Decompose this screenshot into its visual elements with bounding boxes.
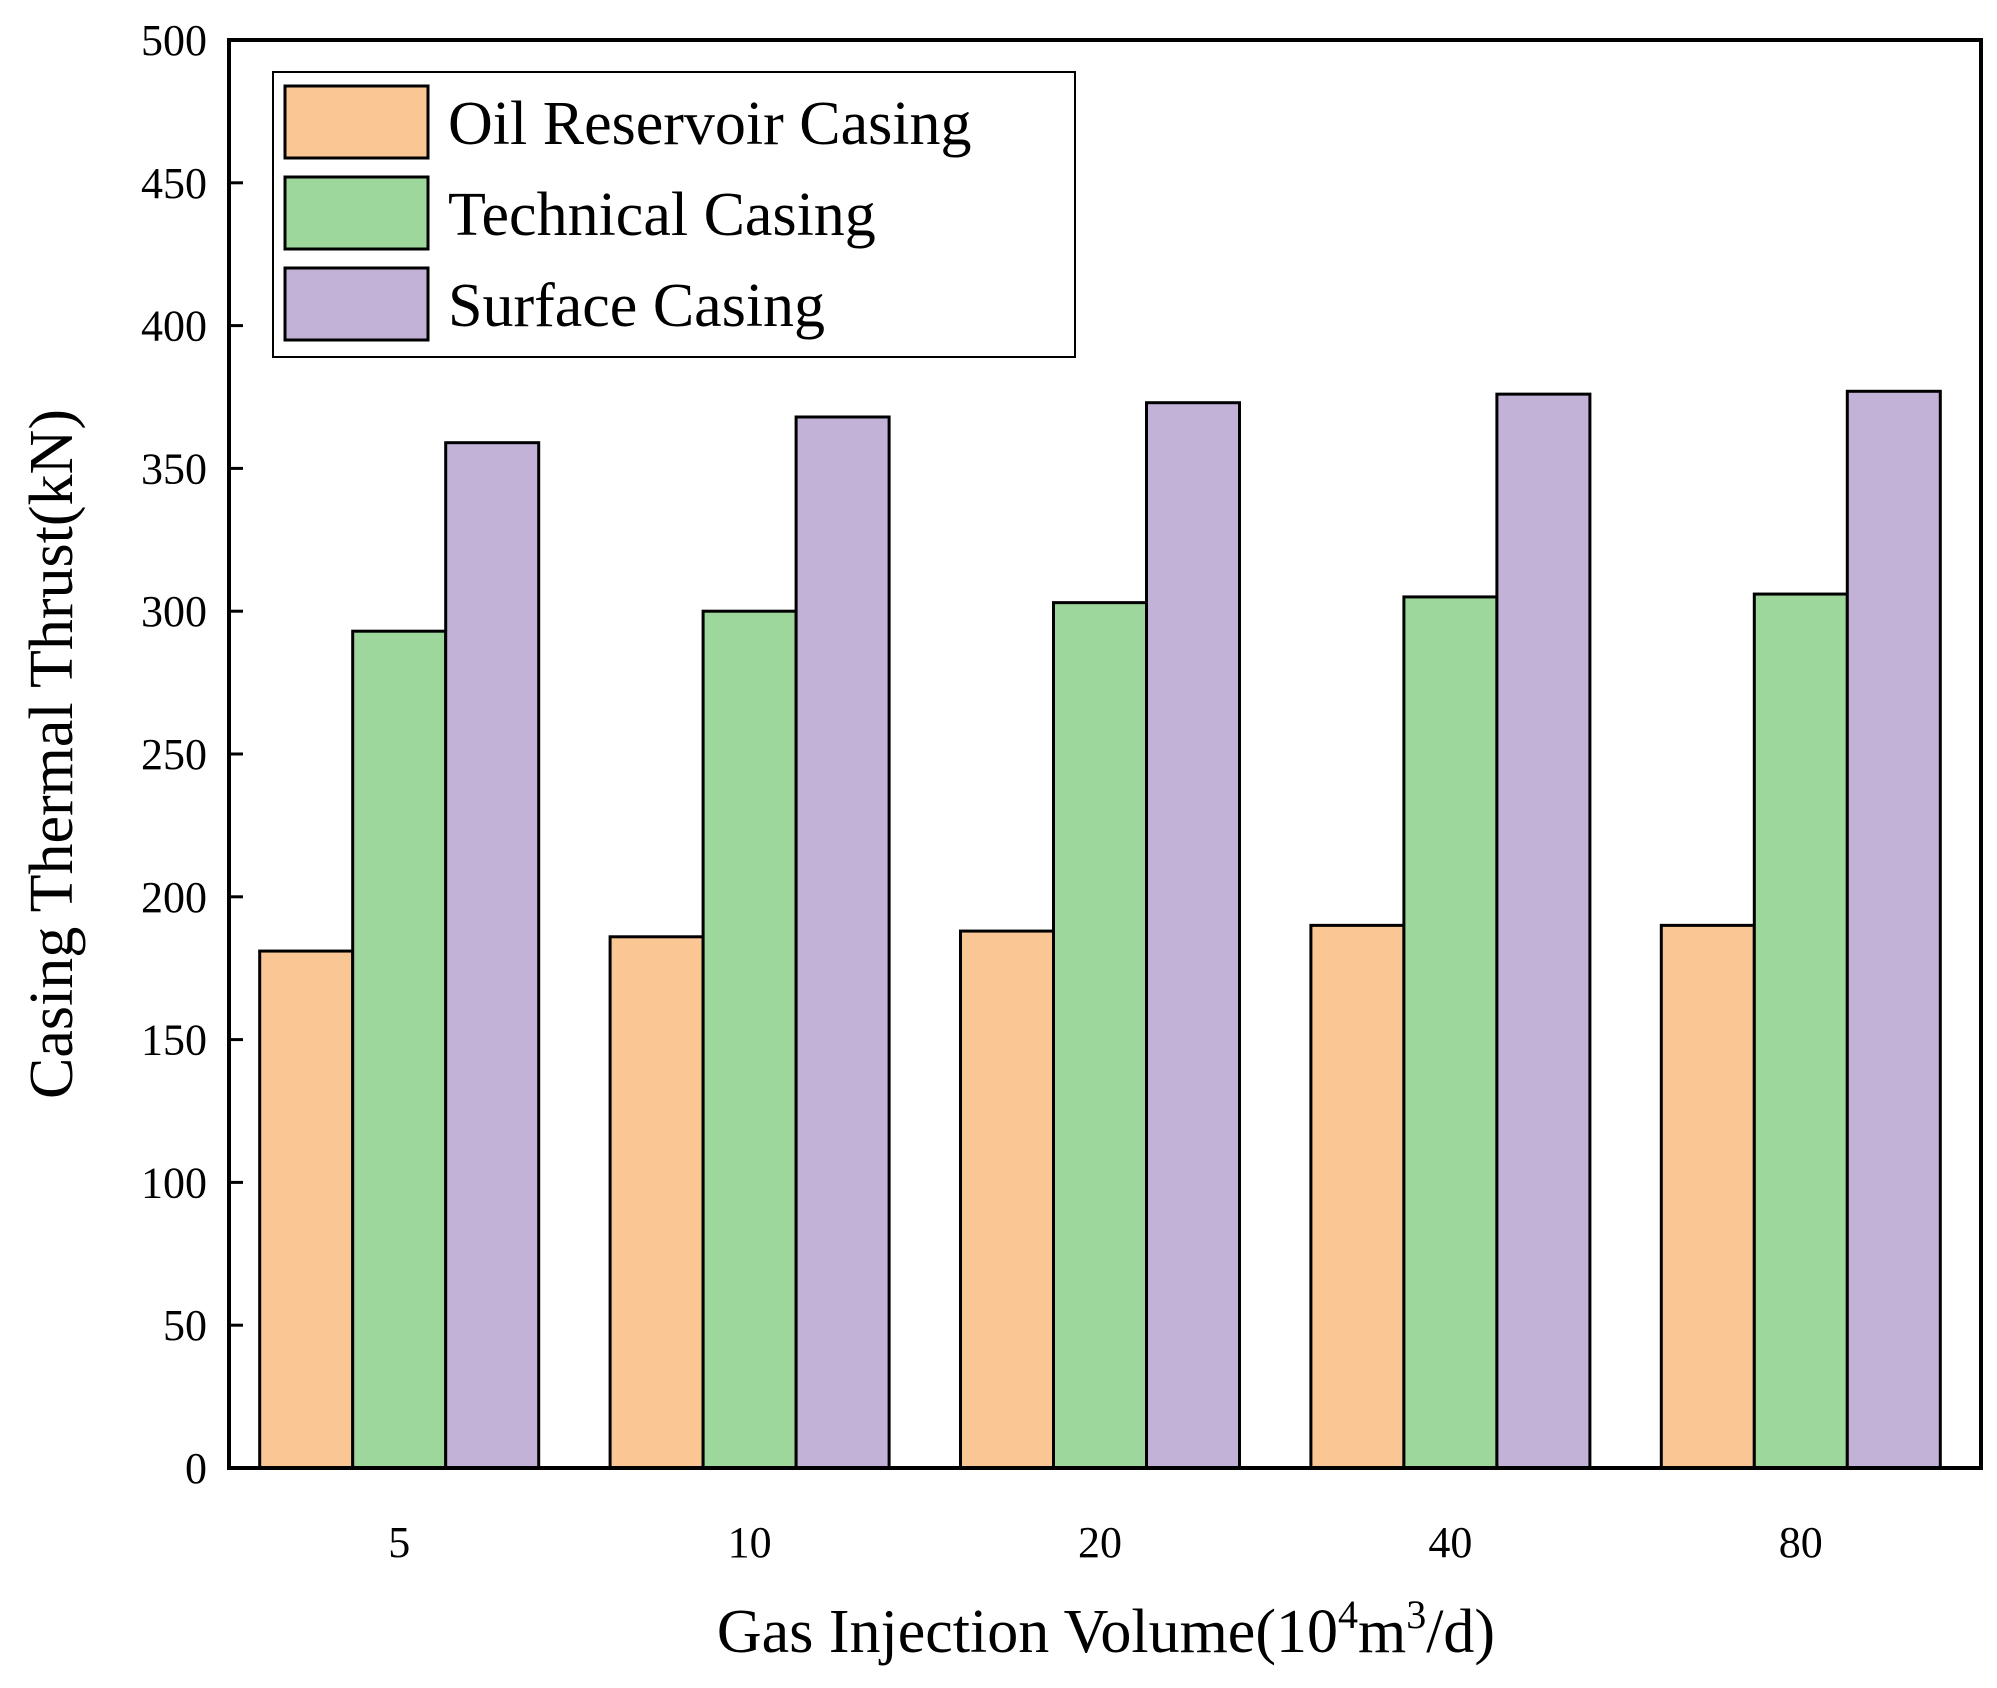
bar-technical-casing-40	[1402, 595, 1499, 1470]
legend-label-oil-reservoir-casing: Oil Reservoir Casing	[448, 90, 972, 158]
x-axis-title-sup2: 3	[1406, 1592, 1426, 1637]
bars-layer	[258, 389, 1942, 1470]
y-tick-label: 500	[141, 16, 207, 65]
x-tick-label: 40	[1428, 1518, 1472, 1567]
legend: Oil Reservoir Casing Technical Casing Surf…	[272, 71, 1076, 358]
bar-surface-casing-5	[444, 441, 541, 1470]
y-tick-label: 150	[141, 1016, 207, 1065]
y-tick-label: 400	[141, 302, 207, 351]
y-axis-title: Casing Thermal Thrust(kN)	[18, 409, 86, 1099]
bar-oil-reservoir-casing-10	[608, 935, 705, 1470]
legend-swatch-oil-reservoir-casing	[283, 84, 430, 160]
bar-oil-reservoir-casing-20	[959, 929, 1055, 1470]
x-tick-label: 5	[388, 1518, 410, 1567]
x-tick-label: 80	[1779, 1518, 1823, 1567]
bar-surface-casing-40	[1495, 392, 1592, 1470]
bar-technical-casing-20	[1052, 601, 1148, 1470]
bar-technical-casing-5	[351, 629, 448, 1470]
x-tick-label: 10	[728, 1518, 772, 1567]
bar-technical-casing-80	[1752, 592, 1849, 1470]
y-axis: 0 50 100 150 200 250 300 350 400 450 500	[141, 16, 243, 1493]
bar-surface-casing-80	[1845, 389, 1942, 1470]
bar-surface-casing-20	[1145, 401, 1241, 1470]
y-tick-label: 200	[141, 873, 207, 922]
legend-swatch-surface-casing	[283, 266, 430, 342]
y-tick-label: 250	[141, 730, 207, 779]
x-axis-title-sup1: 4	[1338, 1592, 1358, 1637]
legend-swatch-technical-casing	[283, 175, 430, 251]
y-tick-label: 300	[141, 587, 207, 636]
x-axis-title-suffix: /d)	[1426, 1598, 1495, 1666]
bar-oil-reservoir-casing-5	[258, 949, 355, 1470]
bar-technical-casing-10	[701, 609, 798, 1470]
x-axis-title: Gas Injection Volume(104m3/d)	[717, 1592, 1495, 1666]
legend-label-technical-casing: Technical Casing	[448, 181, 876, 249]
y-tick-label: 450	[141, 159, 207, 208]
y-tick-label: 350	[141, 444, 207, 493]
x-tick-label: 20	[1078, 1518, 1122, 1567]
y-tick-label: 50	[163, 1301, 207, 1350]
y-tick-label: 0	[185, 1444, 207, 1493]
x-axis-title-prefix: Gas Injection Volume(10	[717, 1598, 1338, 1666]
x-axis-title-mid: m	[1358, 1598, 1406, 1666]
y-tick-label: 100	[141, 1158, 207, 1207]
plot-frame	[227, 38, 1983, 1470]
legend-label-surface-casing: Surface Casing	[448, 272, 825, 340]
bar-oil-reservoir-casing-40	[1309, 923, 1406, 1470]
bar-oil-reservoir-casing-80	[1659, 923, 1756, 1470]
x-axis: 5 10 20 40 80	[388, 1518, 1823, 1567]
bar-surface-casing-10	[794, 415, 891, 1470]
